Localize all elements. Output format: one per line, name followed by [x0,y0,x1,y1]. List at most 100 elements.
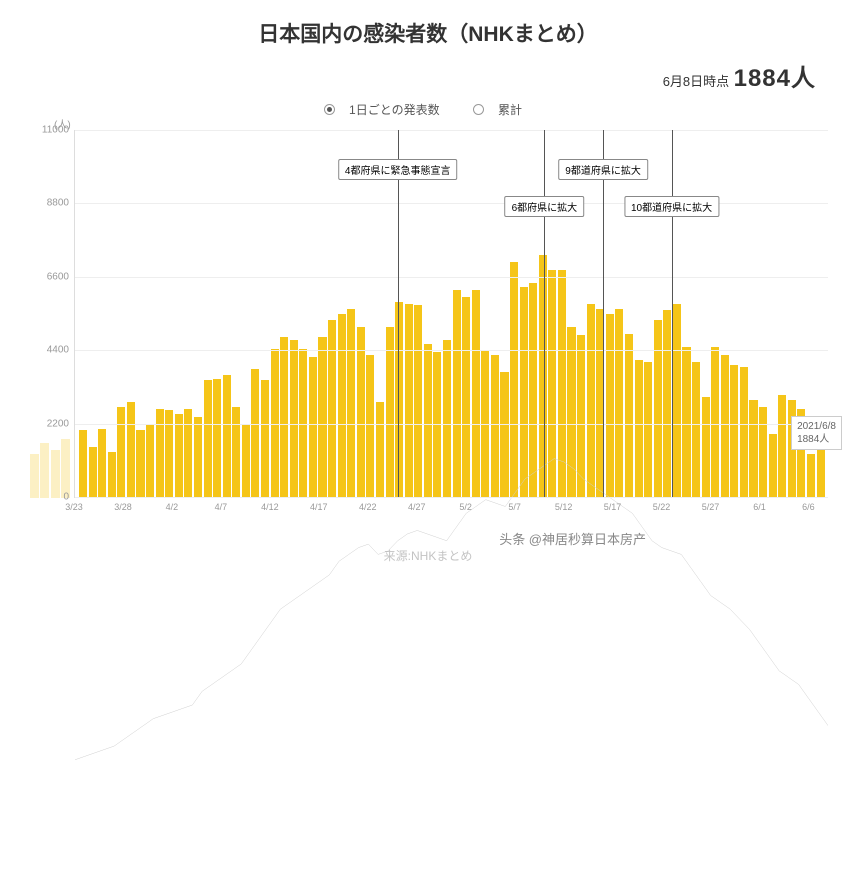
bar[interactable] [453,290,461,497]
bar[interactable] [711,347,719,497]
y-tick-label: 2200 [47,418,75,429]
bar[interactable] [759,407,767,497]
bar[interactable] [682,347,690,497]
bar[interactable] [500,372,508,497]
x-tick-label: 5/22 [653,502,671,512]
annotation-line [398,130,399,497]
bar[interactable] [663,310,671,497]
x-tick-label: 4/27 [408,502,426,512]
bar[interactable] [136,430,144,497]
gridline [75,277,828,278]
bar[interactable] [223,375,231,497]
bar[interactable] [366,355,374,497]
gridline [75,424,828,425]
bar[interactable] [730,365,738,497]
x-tick-label: 3/23 [65,502,83,512]
x-tick-label: 4/7 [215,502,228,512]
chart-title: 日本国内の感染者数（NHKまとめ） [0,0,856,48]
bar[interactable] [539,255,547,497]
bar[interactable] [261,380,269,497]
annotation-label: 4都府県に緊急事態宣言 [338,159,458,180]
bar[interactable] [587,304,595,498]
bar[interactable] [769,434,777,497]
bar[interactable] [328,320,336,497]
bar[interactable] [520,287,528,497]
bar[interactable] [117,407,125,497]
attribution-overlay: 头条 @神居秒算日本房产 [499,529,646,548]
radio-unselected-icon [473,104,484,115]
bar[interactable] [376,402,384,497]
bar[interactable] [558,270,566,497]
bar[interactable] [443,340,451,497]
bar[interactable] [338,314,346,498]
bar[interactable] [462,297,470,497]
x-tick-label: 5/17 [604,502,622,512]
bar[interactable] [577,335,585,497]
bar[interactable] [89,447,97,497]
bar[interactable] [386,327,394,497]
gridline [75,350,828,351]
bar[interactable] [184,409,192,497]
annotation-line [603,130,604,497]
bar[interactable] [625,334,633,497]
gridline [75,130,828,131]
plot-region[interactable]: 02200440066008800110004都府県に緊急事態宣言6都府県に拡大… [74,130,828,498]
bar[interactable] [280,337,288,497]
bar[interactable] [654,320,662,497]
annotation-label: 10都道府県に拡大 [624,196,719,217]
bar[interactable] [615,309,623,498]
bar[interactable] [194,417,202,497]
annotation-line [672,130,673,497]
bar[interactable] [251,369,259,497]
bar[interactable] [318,337,326,497]
bar[interactable] [529,283,537,497]
x-tick-label: 6/1 [753,502,766,512]
bar[interactable] [548,270,556,497]
bar[interactable] [778,395,786,497]
x-tick-label: 4/22 [359,502,377,512]
bar[interactable] [635,360,643,497]
bar[interactable] [405,304,413,498]
annotation-label: 9都道府県に拡大 [558,159,648,180]
x-tick-label: 4/2 [166,502,179,512]
bar[interactable] [156,409,164,497]
bar[interactable] [357,327,365,497]
bar[interactable] [424,344,432,497]
bar[interactable] [242,424,250,497]
bar[interactable] [232,407,240,497]
bar[interactable] [702,397,710,497]
bar[interactable] [146,424,154,497]
bar[interactable] [127,402,135,497]
bar[interactable] [204,380,212,497]
bar[interactable] [807,454,815,497]
bar[interactable] [673,304,681,498]
x-tick-label: 4/12 [261,502,279,512]
bar[interactable] [108,452,116,497]
bar[interactable] [290,340,298,497]
bar[interactable] [491,355,499,497]
bar[interactable] [567,327,575,497]
bar[interactable] [309,357,317,497]
bar[interactable] [692,362,700,497]
legend-option-daily[interactable]: 1日ごとの発表数 [324,103,450,117]
subtitle: 6月8日時点 1884人 [0,58,856,93]
annotation-label: 6都府県に拡大 [505,196,585,217]
x-tick-label: 5/27 [702,502,720,512]
bar[interactable] [395,302,403,497]
bar[interactable] [347,309,355,498]
bar[interactable] [98,429,106,497]
y-tick-label: 11000 [42,125,75,136]
legend-option-cumulative[interactable]: 累計 [473,103,532,117]
bar[interactable] [606,314,614,498]
bar[interactable] [740,367,748,497]
bar[interactable] [79,430,87,497]
bar[interactable] [644,362,652,497]
bar[interactable] [414,305,422,497]
bar[interactable] [721,355,729,497]
bar[interactable] [472,290,480,497]
bar[interactable] [213,379,221,497]
x-axis: 3/233/284/24/74/124/174/224/275/25/75/12… [74,498,828,520]
bar[interactable] [510,262,518,497]
bar[interactable] [749,400,757,497]
bar[interactable] [175,414,183,497]
